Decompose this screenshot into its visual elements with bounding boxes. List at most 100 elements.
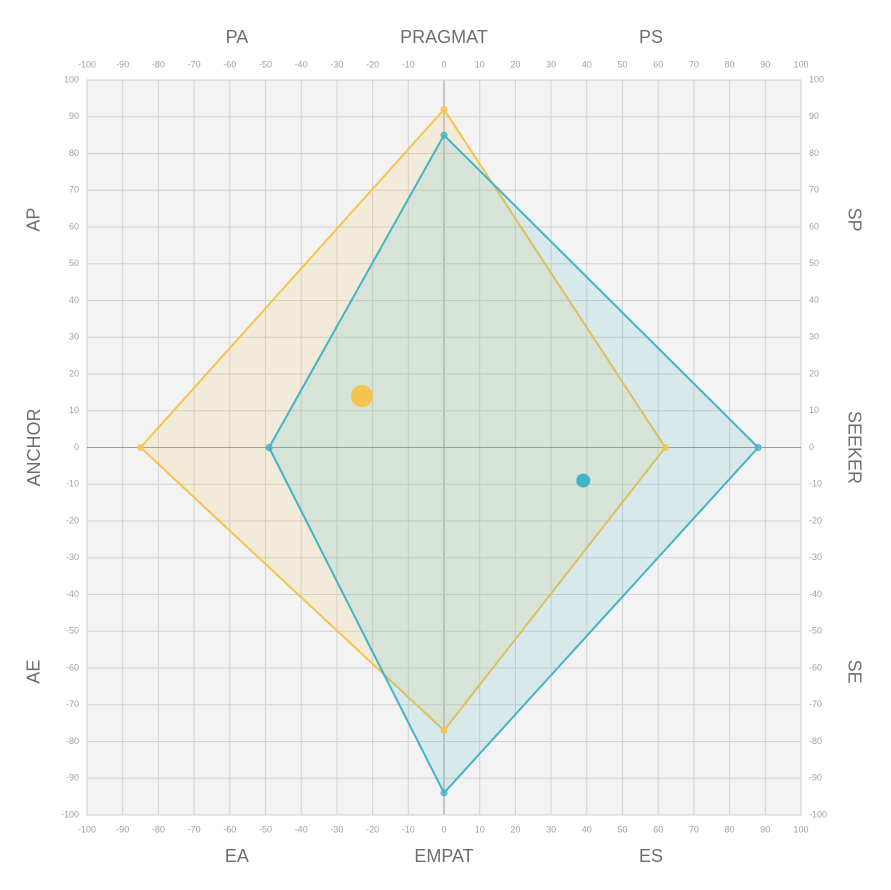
y-tick-label: 0 bbox=[74, 442, 79, 452]
x-tick-label: -60 bbox=[223, 824, 236, 834]
y-tick-label: 30 bbox=[69, 332, 79, 342]
quadrant-label: EMPAT bbox=[414, 846, 473, 866]
vertex-point bbox=[440, 105, 448, 113]
x-tick-label: 80 bbox=[725, 824, 735, 834]
y-tick-label: -10 bbox=[66, 479, 79, 489]
x-tick-label: -20 bbox=[366, 824, 379, 834]
quadrant-label: AE bbox=[24, 660, 44, 684]
vertex-point bbox=[137, 444, 145, 451]
y-tick-label: 60 bbox=[69, 221, 79, 231]
quadrant-label: PS bbox=[639, 27, 663, 47]
x-tick-label: -100 bbox=[78, 59, 96, 69]
vertex-point bbox=[754, 444, 762, 451]
y-tick-label: -50 bbox=[809, 626, 822, 636]
x-tick-label: 40 bbox=[582, 59, 592, 69]
y-tick-label: 20 bbox=[69, 368, 79, 378]
y-tick-label: -100 bbox=[809, 809, 827, 819]
y-tick-label: -70 bbox=[66, 699, 79, 709]
x-tick-label: -60 bbox=[223, 59, 236, 69]
y-tick-label: 50 bbox=[69, 258, 79, 268]
x-tick-label: 100 bbox=[793, 59, 808, 69]
y-tick-label: 0 bbox=[809, 442, 814, 452]
x-tick-label: 0 bbox=[441, 824, 446, 834]
x-tick-label: -20 bbox=[366, 59, 379, 69]
y-tick-label: -70 bbox=[809, 699, 822, 709]
y-tick-label: 20 bbox=[809, 368, 819, 378]
quadrant-label: PRAGMAT bbox=[400, 27, 488, 47]
x-tick-label: 0 bbox=[441, 59, 446, 69]
x-tick-label: -70 bbox=[188, 824, 201, 834]
x-tick-label: -30 bbox=[330, 59, 343, 69]
y-tick-label: 30 bbox=[809, 332, 819, 342]
quadrant-label: PA bbox=[226, 27, 249, 47]
quadrant-label: SEEKER bbox=[844, 411, 864, 484]
x-tick-label: 10 bbox=[475, 59, 485, 69]
x-tick-label: 90 bbox=[760, 59, 770, 69]
x-tick-label: 30 bbox=[546, 59, 556, 69]
y-tick-label: -20 bbox=[66, 515, 79, 525]
vertex-point bbox=[265, 444, 273, 451]
vertex-point bbox=[440, 131, 448, 139]
y-tick-label: 100 bbox=[64, 74, 79, 84]
y-tick-label: 50 bbox=[809, 258, 819, 268]
x-tick-label: -80 bbox=[152, 59, 165, 69]
center-point bbox=[576, 473, 591, 488]
x-tick-label: -40 bbox=[295, 824, 308, 834]
y-tick-label: -40 bbox=[66, 589, 79, 599]
y-tick-label: -60 bbox=[66, 662, 79, 672]
x-tick-label: -80 bbox=[152, 824, 165, 834]
x-tick-label: -90 bbox=[116, 59, 129, 69]
y-tick-label: -30 bbox=[809, 552, 822, 562]
x-tick-label: 80 bbox=[725, 59, 735, 69]
y-tick-label: -40 bbox=[809, 589, 822, 599]
quadrant-label: SP bbox=[844, 208, 864, 232]
y-tick-label: 90 bbox=[809, 111, 819, 121]
x-tick-label: -30 bbox=[330, 824, 343, 834]
y-tick-label: 90 bbox=[69, 111, 79, 121]
x-tick-label: 20 bbox=[510, 824, 520, 834]
vertex-point bbox=[440, 789, 448, 797]
y-tick-label: 60 bbox=[809, 221, 819, 231]
vertex-point bbox=[440, 726, 448, 734]
quadrant-label: ANCHOR bbox=[24, 408, 44, 486]
x-tick-label: 60 bbox=[653, 59, 663, 69]
x-tick-label: 50 bbox=[617, 59, 627, 69]
quadrant-label: EA bbox=[225, 846, 249, 866]
y-tick-label: 40 bbox=[69, 295, 79, 305]
x-tick-label: 60 bbox=[653, 824, 663, 834]
quadrant-label: AP bbox=[24, 208, 44, 232]
x-tick-label: 40 bbox=[582, 824, 592, 834]
quadrant-label: SE bbox=[844, 660, 864, 684]
y-tick-label: 80 bbox=[69, 148, 79, 158]
center-point bbox=[350, 385, 373, 408]
x-tick-label: -40 bbox=[295, 59, 308, 69]
x-tick-label: 70 bbox=[689, 824, 699, 834]
y-tick-label: -50 bbox=[66, 626, 79, 636]
x-tick-label: -10 bbox=[402, 824, 415, 834]
x-tick-label: 90 bbox=[760, 824, 770, 834]
x-tick-label: -10 bbox=[402, 59, 415, 69]
x-tick-label: -90 bbox=[116, 824, 129, 834]
x-tick-label: 10 bbox=[475, 824, 485, 834]
x-tick-label: 20 bbox=[510, 59, 520, 69]
y-tick-label: -10 bbox=[809, 479, 822, 489]
x-tick-label: 30 bbox=[546, 824, 556, 834]
y-tick-label: -30 bbox=[66, 552, 79, 562]
y-tick-label: 40 bbox=[809, 295, 819, 305]
y-tick-label: -90 bbox=[809, 773, 822, 783]
x-tick-label: -50 bbox=[259, 824, 272, 834]
y-tick-label: -90 bbox=[66, 773, 79, 783]
y-tick-label: 10 bbox=[809, 405, 819, 415]
y-tick-label: 80 bbox=[809, 148, 819, 158]
x-tick-label: -50 bbox=[259, 59, 272, 69]
y-tick-label: 70 bbox=[69, 185, 79, 195]
y-tick-label: -80 bbox=[809, 736, 822, 746]
vertex-point bbox=[661, 444, 669, 451]
y-tick-label: 10 bbox=[69, 405, 79, 415]
x-tick-label: 50 bbox=[617, 824, 627, 834]
x-tick-label: -100 bbox=[78, 824, 96, 834]
y-tick-label: -80 bbox=[66, 736, 79, 746]
y-tick-label: -100 bbox=[61, 809, 79, 819]
quadrant-label: ES bbox=[639, 846, 663, 866]
